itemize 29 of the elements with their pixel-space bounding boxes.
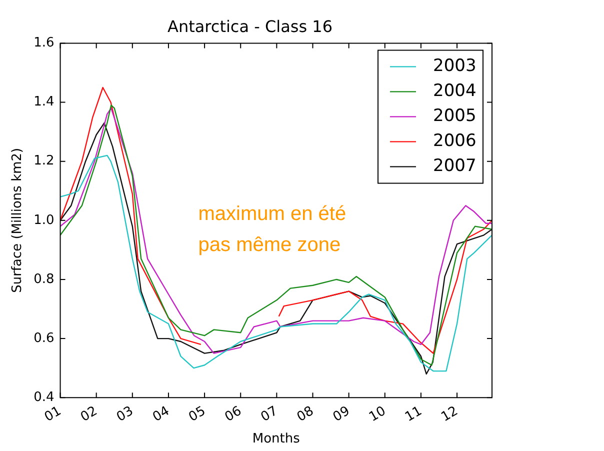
chart-title: Antarctica - Class 16 bbox=[168, 16, 332, 36]
x-tick-label: 04 bbox=[150, 404, 172, 426]
y-tick-label: 1.4 bbox=[34, 94, 54, 110]
y-tick-label: 1.0 bbox=[34, 212, 54, 228]
y-axis-title: Surface (Millions km2) bbox=[10, 148, 26, 293]
x-tick-label: 02 bbox=[78, 404, 100, 426]
legend-label: 2003 bbox=[433, 56, 476, 76]
annotation: pas même zone bbox=[198, 234, 341, 256]
x-tick-label: 03 bbox=[114, 404, 136, 426]
x-tick-label: 09 bbox=[330, 404, 352, 426]
legend-label: 2004 bbox=[433, 81, 476, 102]
annotation: maximum en été bbox=[198, 203, 346, 226]
y-tick-label: 1.2 bbox=[34, 154, 54, 169]
y-tick-label: 1.6 bbox=[34, 36, 54, 51]
x-tick-label: 08 bbox=[294, 404, 316, 426]
legend-label: 2005 bbox=[433, 106, 476, 126]
x-tick-label: 12 bbox=[438, 404, 461, 426]
x-tick-label: 07 bbox=[258, 404, 280, 426]
x-tick-label: 11 bbox=[402, 404, 425, 426]
x-tick-label: 06 bbox=[222, 404, 244, 426]
legend-label: 2007 bbox=[433, 156, 476, 176]
x-tick-label: 10 bbox=[366, 404, 389, 426]
y-tick-label: 0.8 bbox=[34, 272, 54, 287]
x-axis-title: Months bbox=[252, 432, 300, 447]
x-tick-label: 05 bbox=[186, 404, 208, 426]
x-tick-label: 01 bbox=[42, 404, 64, 426]
y-tick-label: 0.4 bbox=[34, 390, 54, 405]
y-tick-label: 0.6 bbox=[34, 330, 54, 346]
legend-label: 2006 bbox=[433, 131, 476, 152]
